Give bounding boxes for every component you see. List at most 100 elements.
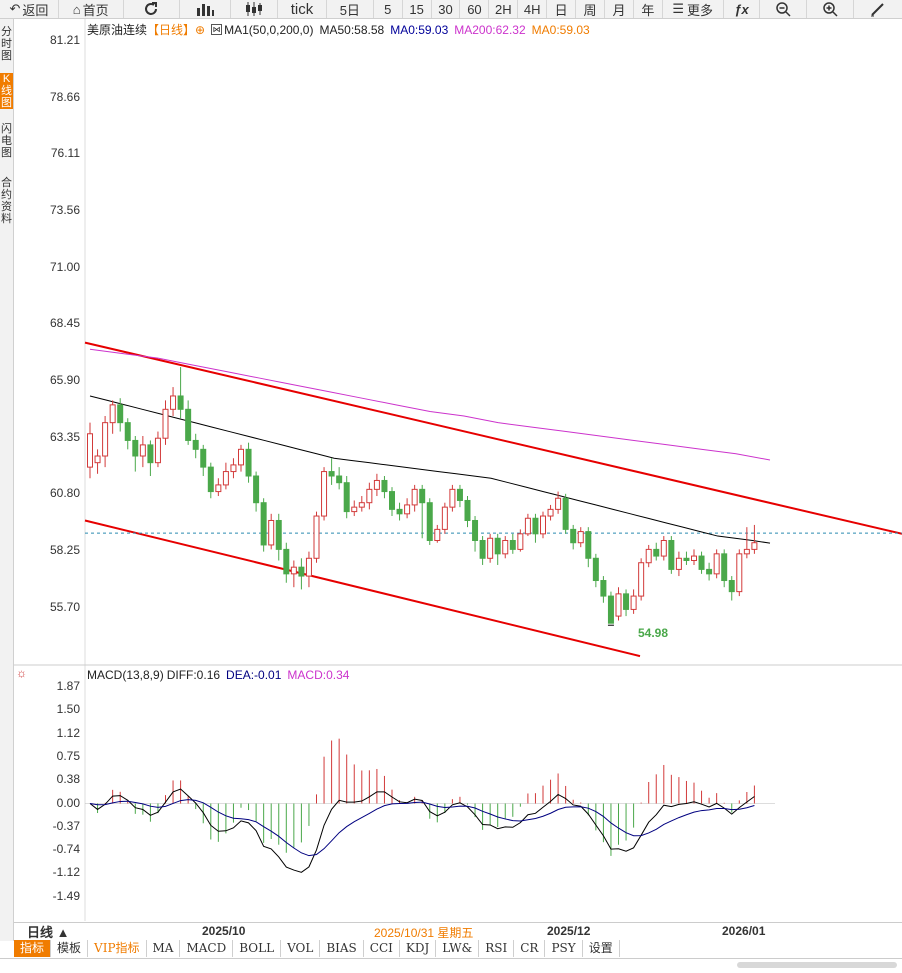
draw-button[interactable]: [854, 0, 902, 18]
price-tick: 81.21: [49, 33, 80, 47]
tab-lw[interactable]: LW&: [436, 940, 480, 957]
sidebar-item-contract[interactable]: 合约资料: [1, 177, 12, 225]
period-4h[interactable]: 4H: [518, 0, 548, 18]
period-month[interactable]: 月: [605, 0, 634, 18]
macd-tick: -0.74: [52, 842, 80, 856]
period-2h[interactable]: 2H: [489, 0, 519, 18]
formula-button[interactable]: ƒx: [724, 0, 761, 18]
period-week[interactable]: 周: [576, 0, 605, 18]
tab-vip[interactable]: VIP指标: [88, 940, 147, 957]
period-5d[interactable]: 5日: [327, 0, 374, 18]
candle: [381, 476, 388, 499]
zoom-in-button[interactable]: [807, 0, 855, 18]
zoom-out-button[interactable]: [760, 0, 808, 18]
candle-body: [577, 531, 584, 544]
candle-body: [743, 548, 750, 555]
candle: [87, 422, 93, 479]
candle-body: [585, 531, 592, 559]
candle: [713, 549, 720, 579]
ma-toggle-icon[interactable]: ⋈: [211, 24, 223, 35]
candle-body: [721, 553, 728, 582]
candle: [494, 533, 501, 565]
candle: [305, 551, 312, 588]
tab-macd[interactable]: MACD: [180, 940, 234, 957]
candle-body: [449, 488, 456, 508]
candle-body: [298, 566, 305, 577]
macd-tick: 1.50: [56, 702, 80, 716]
candle-body: [517, 533, 524, 550]
macd-value: MACD:0.34: [287, 668, 350, 682]
candle: [132, 435, 139, 472]
candle-body: [260, 502, 267, 546]
tab-bias[interactable]: BIAS: [320, 940, 364, 957]
candle: [668, 536, 675, 574]
period-year[interactable]: 年: [634, 0, 663, 18]
back-arrow-icon: ↶: [9, 1, 21, 16]
candle-body: [592, 557, 599, 582]
home-button[interactable]: ⌂ 首页: [59, 0, 124, 18]
macd-tick: 0.38: [56, 772, 80, 786]
scrollbar-thumb[interactable]: [737, 962, 897, 968]
tab-settings[interactable]: 设置: [583, 940, 620, 957]
bar-chart-button[interactable]: [180, 0, 232, 18]
candle-body: [728, 580, 735, 593]
horizontal-scrollbar[interactable]: [0, 958, 902, 973]
candle-body: [132, 439, 139, 457]
tick-button[interactable]: tick: [278, 0, 327, 18]
tab-cr[interactable]: CR: [514, 940, 546, 957]
candle: [570, 524, 577, 550]
period-label: 2H: [495, 1, 512, 17]
tab-rsi[interactable]: RSI: [479, 940, 515, 957]
candle-body: [343, 482, 350, 513]
period-day[interactable]: 日: [547, 0, 577, 18]
candle-body: [351, 506, 358, 513]
more-button[interactable]: ☰ 更多: [663, 0, 724, 18]
settings-sun-icon[interactable]: ☼: [16, 666, 27, 680]
period-5[interactable]: 5: [374, 0, 403, 18]
sidebar-item-flash[interactable]: 闪电图: [1, 123, 12, 159]
candle-body: [623, 593, 630, 610]
price-chart[interactable]: [0, 0, 902, 922]
candle-body: [102, 422, 109, 457]
candle-button[interactable]: [231, 0, 279, 18]
candle-body: [222, 471, 229, 486]
candle-body: [230, 464, 237, 473]
macd-tick: -1.49: [52, 889, 80, 903]
period-15[interactable]: 15: [403, 0, 432, 18]
candle-body: [434, 528, 441, 541]
candle-body: [441, 506, 448, 530]
candle-body: [389, 491, 395, 510]
period-toggle-label: 日线 ▲: [27, 925, 70, 940]
tab-indicators[interactable]: 指标: [14, 940, 52, 957]
candle: [562, 493, 569, 534]
tab-kdj[interactable]: KDJ: [400, 940, 437, 957]
tab-ma[interactable]: MA: [147, 940, 181, 957]
candle-body: [472, 519, 479, 541]
back-button[interactable]: ↶ 返回: [0, 0, 59, 18]
price-pane: [84, 341, 902, 658]
candle-body: [124, 422, 131, 441]
tab-vol[interactable]: VOL: [281, 940, 321, 957]
candle: [532, 513, 539, 543]
tab-templates[interactable]: 模板: [51, 940, 89, 957]
candle-body: [253, 475, 260, 504]
candle-body: [683, 557, 690, 562]
candle: [117, 398, 124, 432]
candle-body: [200, 448, 207, 468]
period-30[interactable]: 30: [432, 0, 461, 18]
tab-psy[interactable]: PSY: [545, 940, 583, 957]
period-label: 月: [612, 2, 626, 18]
tab-cci[interactable]: CCI: [364, 940, 400, 957]
period-label: 日: [554, 2, 568, 18]
candle: [411, 484, 418, 512]
tab-boll[interactable]: BOLL: [233, 940, 282, 957]
refresh-button[interactable]: [124, 0, 181, 18]
sidebar-item-timeshare[interactable]: 分时图: [1, 26, 12, 62]
candle: [207, 462, 214, 499]
period-toggle-button[interactable]: 日线 ▲: [14, 923, 97, 940]
candle: [358, 496, 365, 512]
candle: [540, 511, 546, 539]
add-indicator-icon[interactable]: ⊕: [195, 22, 206, 37]
period-60[interactable]: 60: [460, 0, 490, 18]
